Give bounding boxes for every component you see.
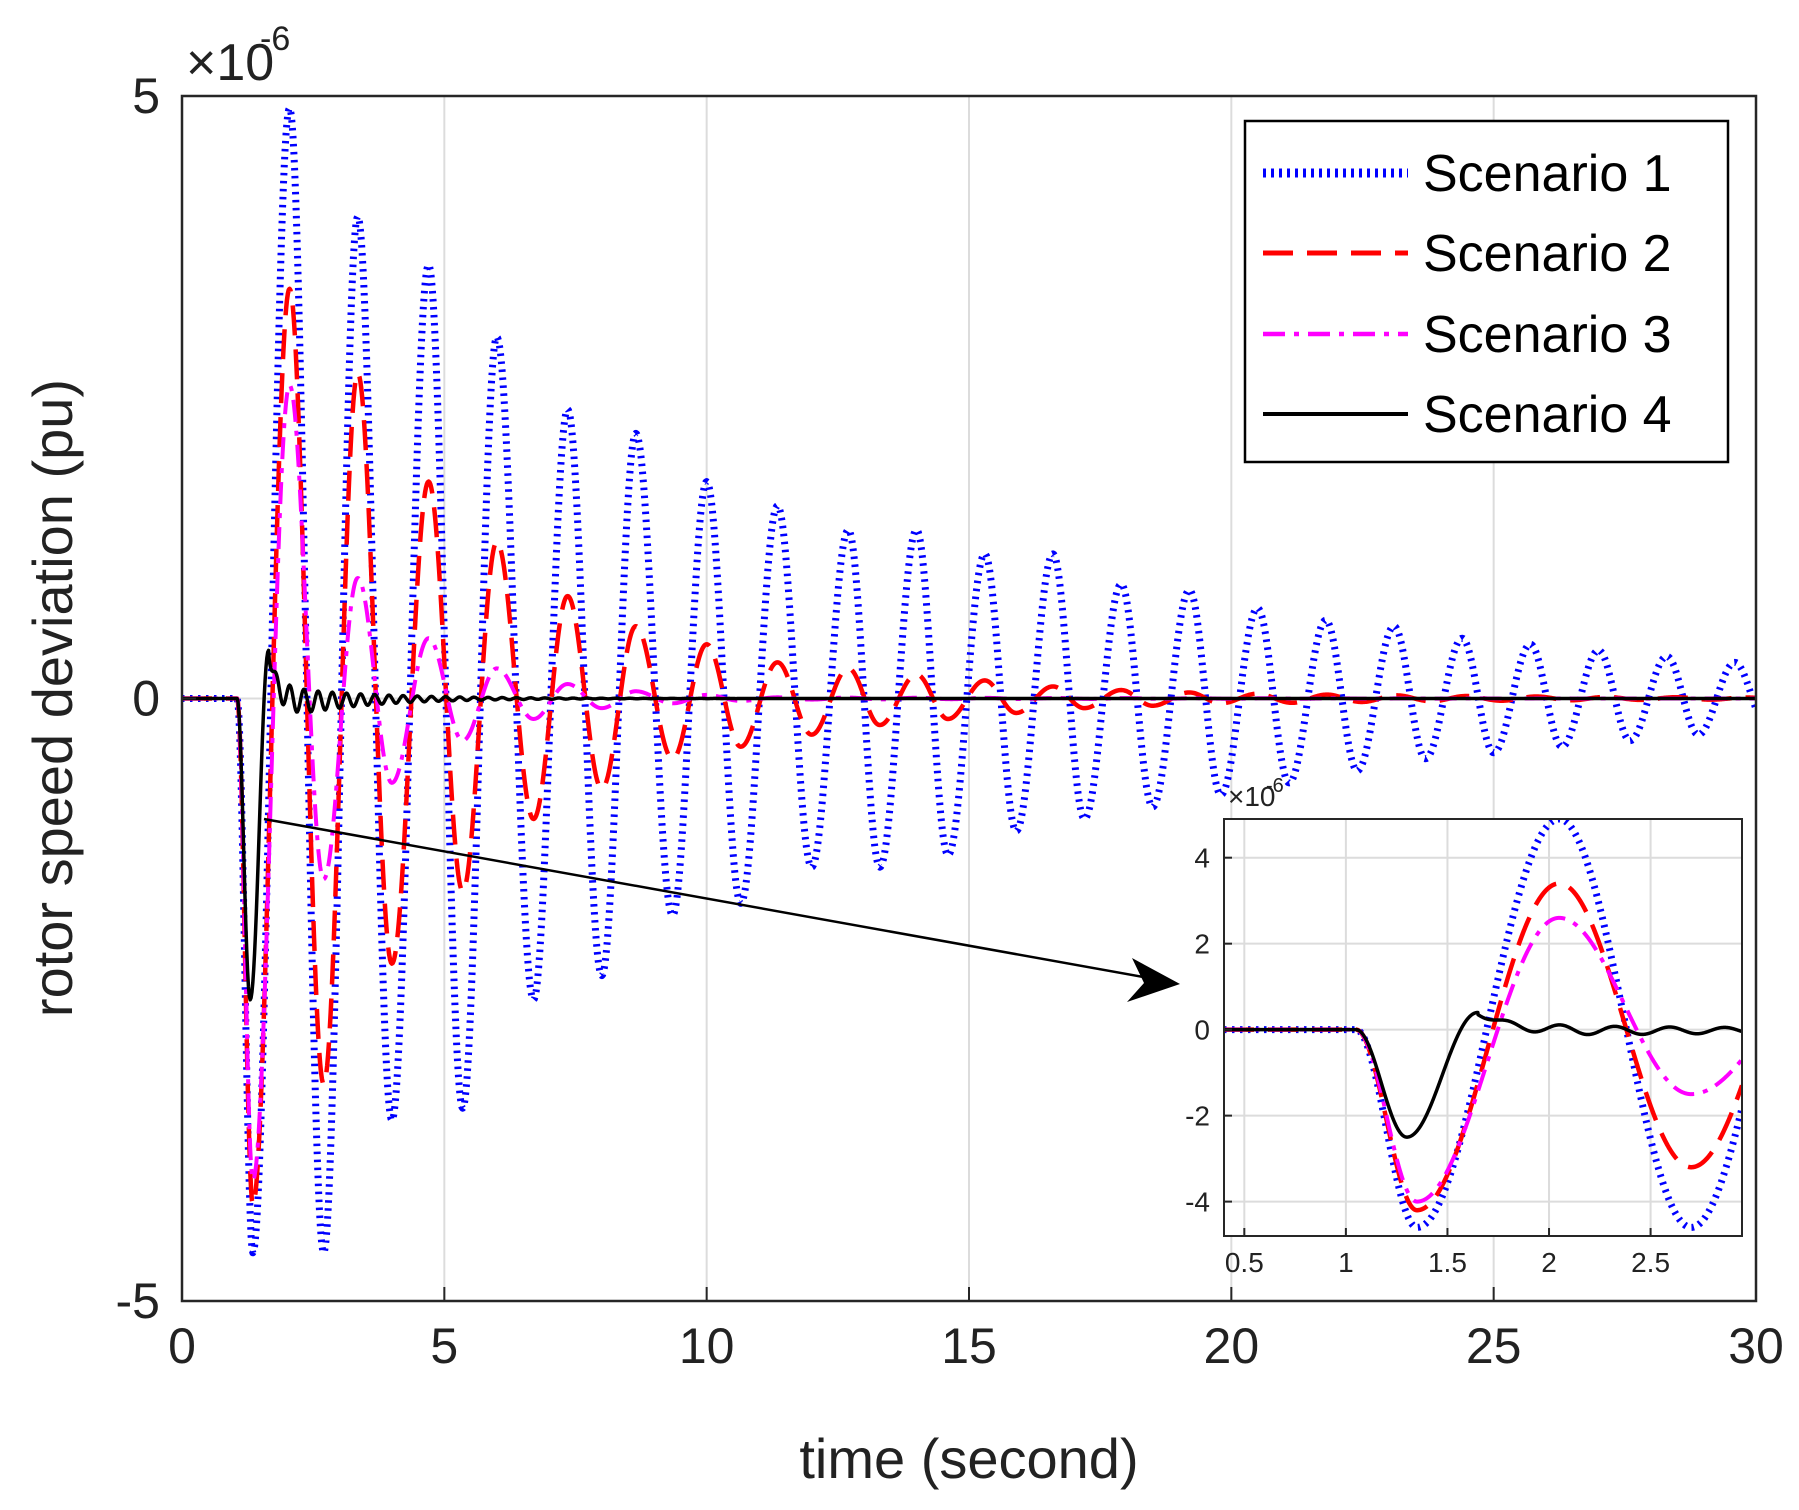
inset-y-tick-label-3: 2 (1194, 929, 1210, 960)
inset-y-tick-label-1: -2 (1185, 1101, 1210, 1132)
inset-y-tick-label-2: 0 (1194, 1015, 1210, 1046)
main-y-tick-label-2: 5 (132, 68, 160, 124)
main-x-tick-label-2: 10 (679, 1318, 735, 1374)
main-x-tick-label-4: 20 (1204, 1318, 1260, 1374)
inset-x-tick-label-3: 2 (1541, 1247, 1557, 1278)
main-x-tick-label-1: 5 (430, 1318, 458, 1374)
inset-y-tick-label-4: 4 (1194, 843, 1210, 874)
inset-x-tick-label-2: 1.5 (1428, 1247, 1467, 1278)
zoom-arrow-head (1127, 958, 1180, 1002)
main-y-tick-label-1: 0 (132, 671, 160, 727)
main-series-scenario-1 (182, 104, 1756, 1257)
main-y-tick-label-0: -5 (116, 1273, 160, 1329)
inset-series-group (1224, 819, 1742, 1231)
legend: Scenario 1 Scenario 2 Scenario 3 Scenari… (1243, 119, 1730, 464)
inset-frame (1223, 818, 1743, 1237)
main-x-tick-label-0: 0 (168, 1318, 196, 1374)
inset-series-scenario-3 (1224, 915, 1742, 1204)
x-axis-label: time (second) (799, 1427, 1138, 1490)
main-x-tick-label-3: 15 (941, 1318, 997, 1374)
inset-x-tick-label-4: 2.5 (1631, 1247, 1670, 1278)
y-exponent-power: -6 (260, 20, 290, 58)
main-series-group (182, 104, 1756, 1257)
inset-exponent-power: -6 (1266, 775, 1284, 797)
y-axis-label: rotor speed deviation (pu) (21, 379, 84, 1017)
y-exponent-base: ×10 (186, 34, 274, 92)
inset-x-tick-label-0: 0.5 (1225, 1247, 1264, 1278)
zoom-arrow-line (263, 817, 1161, 982)
main-series-scenario-4 (182, 648, 1756, 1002)
legend-label-scenario-3: Scenario 3 (1423, 306, 1672, 364)
inset-background (1224, 819, 1742, 1236)
main-x-tick-label-5: 25 (1466, 1318, 1522, 1374)
inset-series-scenario-4 (1224, 1010, 1742, 1139)
inset-ticks: 0.5 1 1.5 2 2.5 -4 -2 0 2 4 (1185, 843, 1670, 1278)
legend-box (1243, 119, 1730, 464)
main-x-tick-label-6: 30 (1728, 1318, 1784, 1374)
inset-series-scenario-2 (1224, 881, 1742, 1213)
inset-x-tick-label-1: 1 (1338, 1247, 1354, 1278)
legend-label-scenario-4: Scenario 4 (1423, 386, 1672, 444)
inset-y-tick-label-0: -4 (1185, 1187, 1210, 1218)
legend-label-scenario-1: Scenario 1 (1423, 145, 1672, 203)
inset-exponent-base: ×10 (1228, 781, 1276, 812)
legend-label-scenario-2: Scenario 2 (1423, 225, 1672, 283)
main-ticks: 0 5 10 15 20 25 30-505 (116, 68, 1784, 1374)
